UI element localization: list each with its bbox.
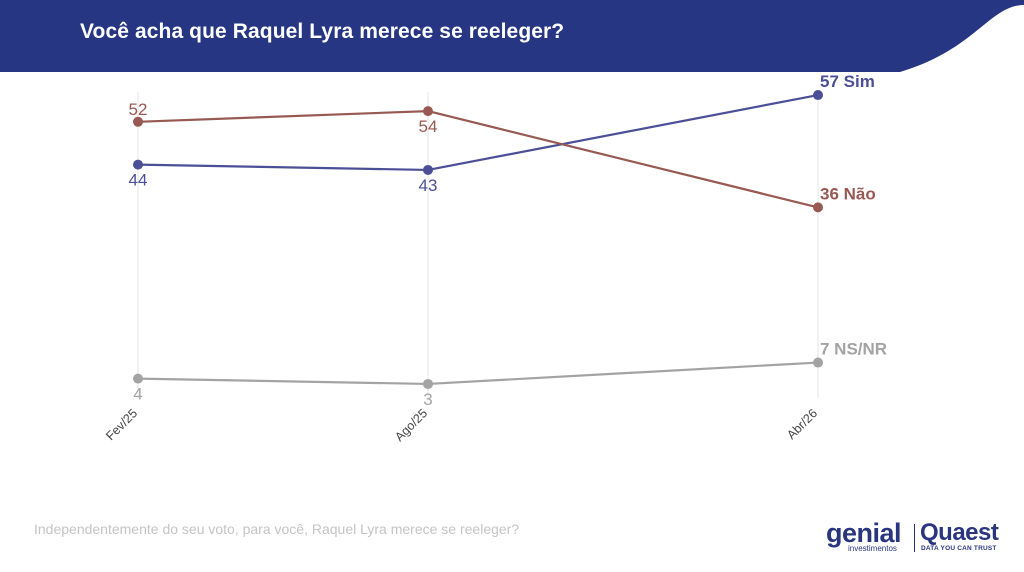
data-label-n-o-1: 54	[419, 117, 438, 136]
data-label-n-o-2: 36 Não	[820, 184, 876, 203]
data-point-ns-nr-0	[133, 373, 143, 384]
series-line-sim	[137, 93, 819, 172]
data-point-n-o-2	[813, 202, 823, 213]
data-point-ns-nr-1	[423, 378, 433, 389]
data-label-sim-0: 44	[129, 171, 148, 190]
series-line-ns-nr	[137, 361, 819, 386]
data-point-n-o-0	[133, 116, 143, 127]
data-label-sim-1: 43	[419, 176, 438, 195]
data-label-n-o-0: 52	[129, 100, 148, 119]
data-label-ns-nr-0: 4	[133, 385, 142, 404]
quaest-logo: Quaest	[920, 519, 999, 546]
genial-logo: genial	[826, 518, 902, 548]
data-label-ns-nr-1: 3	[423, 390, 432, 409]
brand-logos: genial investimentos Quaest DATA YOU CAN…	[826, 518, 1006, 560]
data-point-ns-nr-2	[813, 357, 823, 368]
data-points	[133, 90, 823, 389]
x-tick-label-2: Abr/26	[784, 406, 820, 442]
header-background	[0, 0, 1024, 72]
x-tick-label-0: Fev/25	[103, 406, 140, 443]
header-banner: Você acha que Raquel Lyra merece se reel…	[0, 0, 1024, 72]
data-point-n-o-1	[423, 106, 433, 117]
series-lines	[137, 93, 819, 386]
x-tick-label-1: Ago/25	[392, 406, 430, 444]
data-label-ns-nr-2: 7 NS/NR	[820, 340, 887, 359]
genial-logo-subtitle: investimentos	[848, 544, 897, 553]
data-point-sim-1	[423, 164, 433, 175]
data-label-sim-2: 57 Sim	[820, 72, 875, 91]
logo-divider	[914, 524, 915, 552]
chart-title: Você acha que Raquel Lyra merece se reel…	[80, 20, 565, 43]
data-point-sim-2	[813, 90, 823, 101]
grid-lines	[137, 92, 819, 398]
footnote: Independentemente do seu voto, para você…	[34, 521, 520, 537]
data-point-sim-0	[133, 159, 143, 170]
quaest-tagline: DATA YOU CAN TRUST	[921, 545, 997, 552]
x-axis-ticks: Fev/25 Ago/25 Abr/26	[103, 406, 820, 444]
